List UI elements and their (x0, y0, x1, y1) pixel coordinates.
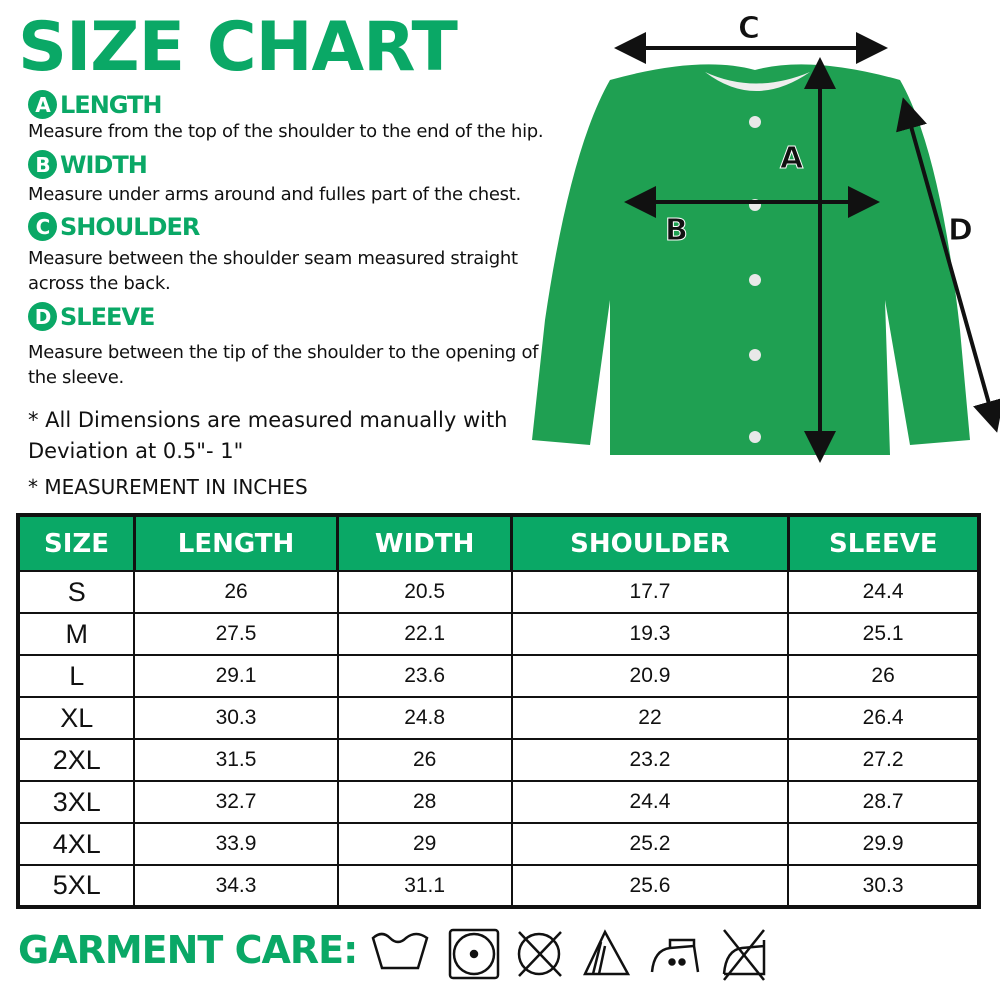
hand-wash-icon (371, 932, 429, 970)
measurement-cell: 29.9 (787, 822, 980, 866)
section-width-heading: B WIDTH (28, 150, 148, 179)
tumble-dry-icon (448, 928, 500, 980)
measurement-cell: 29 (336, 822, 513, 866)
measurement-cell: 24.4 (787, 570, 980, 614)
measurement-cell: 25.1 (787, 612, 980, 656)
measurement-cell: 29.1 (133, 654, 339, 698)
deviation-note: * All Dimensions are measured manually w… (28, 408, 508, 463)
arrow-d (896, 97, 1000, 433)
measurement-cell: 30.3 (133, 696, 339, 740)
badge-c: C (28, 212, 57, 241)
size-cell: 3XL (16, 780, 136, 824)
table-row: 5XL 34.3 31.1 25.6 30.3 (16, 864, 980, 908)
table-header-row: SIZE LENGTH WIDTH SHOULDER SLEEVE (16, 514, 981, 572)
table-row: S 26 20.5 17.7 24.4 (16, 570, 980, 614)
label-b: B (665, 213, 688, 248)
measurement-cell: 26.4 (787, 696, 980, 740)
bleach-icon (583, 929, 631, 976)
header-length: LENGTH (133, 514, 340, 572)
header-size: SIZE (16, 514, 136, 572)
measurement-cell: 30.3 (787, 864, 980, 908)
measurement-cell: 23.2 (510, 738, 790, 782)
size-cell: XL (16, 696, 136, 740)
table-row: XL 30.3 24.8 22 26.4 (16, 696, 980, 740)
header-sleeve: SLEEVE (787, 514, 981, 572)
measurement-cell: 20.5 (336, 570, 513, 614)
size-cell: 4XL (16, 822, 136, 866)
section-length-heading: A LENGTH (28, 90, 163, 119)
header-shoulder: SHOULDER (510, 514, 790, 572)
measurement-cell: 19.3 (510, 612, 790, 656)
badge-d: D (28, 302, 57, 331)
table-row: L 29.1 23.6 20.9 26 (16, 654, 980, 698)
section-label: WIDTH (60, 150, 148, 179)
measurement-cell: 17.7 (510, 570, 790, 614)
units-note: * MEASUREMENT IN INCHES (28, 475, 308, 499)
measurement-cell: 32.7 (133, 780, 339, 824)
cardigan-image (532, 64, 970, 455)
size-cell: M (16, 612, 136, 656)
measurement-cell: 33.9 (133, 822, 339, 866)
measurement-cell: 24.4 (510, 780, 790, 824)
section-label: SHOULDER (60, 212, 200, 241)
do-not-dry-clean-icon (517, 931, 562, 977)
section-label: LENGTH (60, 90, 163, 119)
measurement-cell: 27.2 (787, 738, 980, 782)
section-sleeve-heading: D SLEEVE (28, 302, 155, 331)
size-cell: L (16, 654, 136, 698)
measurement-cell: 20.9 (510, 654, 790, 698)
measurement-cell: 22.1 (336, 612, 513, 656)
size-cell: 5XL (16, 864, 136, 908)
measurement-cell: 28 (336, 780, 513, 824)
label-d: D (948, 213, 973, 248)
size-table: SIZE LENGTH WIDTH SHOULDER SLEEVE S 26 20.… (16, 513, 981, 909)
label-a: A (780, 141, 804, 176)
do-not-tumble-dry-icon (722, 929, 766, 981)
badge-a: A (28, 90, 57, 119)
section-shoulder-heading: C SHOULDER (28, 212, 200, 241)
measurement-cell: 22 (510, 696, 790, 740)
iron-low-icon (650, 938, 700, 973)
measurement-cell: 25.6 (510, 864, 790, 908)
section-sleeve-desc: Measure between the tip of the shoulder … (28, 342, 539, 388)
size-cell: 2XL (16, 738, 136, 782)
section-width-desc: Measure under arms around and fulles par… (28, 184, 521, 205)
label-c: C (738, 11, 760, 46)
table-row: M 27.5 22.1 19.3 25.1 (16, 612, 980, 656)
measurement-cell: 28.7 (787, 780, 980, 824)
measurement-cell: 26 (336, 738, 513, 782)
section-label: SLEEVE (60, 302, 155, 331)
table-row: 2XL 31.5 26 23.2 27.2 (16, 738, 980, 782)
section-shoulder-desc: Measure between the shoulder seam measur… (28, 248, 518, 294)
garment-diagram: C A B D (532, 11, 1000, 463)
table-row: 4XL 33.9 29 25.2 29.9 (16, 822, 980, 866)
section-length-desc: Measure from the top of the shoulder to … (28, 121, 544, 142)
measurement-cell: 23.6 (336, 654, 513, 698)
size-cell: S (16, 570, 136, 614)
badge-b: B (28, 150, 57, 179)
garment-care-label: GARMENT CARE: (18, 928, 358, 972)
measurement-cell: 27.5 (133, 612, 339, 656)
page-title: SIZE CHART (18, 8, 458, 87)
measurement-cell: 26 (133, 570, 339, 614)
table-row: 3XL 32.7 28 24.4 28.7 (16, 780, 980, 824)
measurement-cell: 34.3 (133, 864, 339, 908)
measurement-cell: 26 (787, 654, 980, 698)
header-width: WIDTH (336, 514, 514, 572)
measurement-cell: 25.2 (510, 822, 790, 866)
measurement-cell: 31.1 (336, 864, 513, 908)
measurement-cell: 31.5 (133, 738, 339, 782)
measurement-cell: 24.8 (336, 696, 513, 740)
